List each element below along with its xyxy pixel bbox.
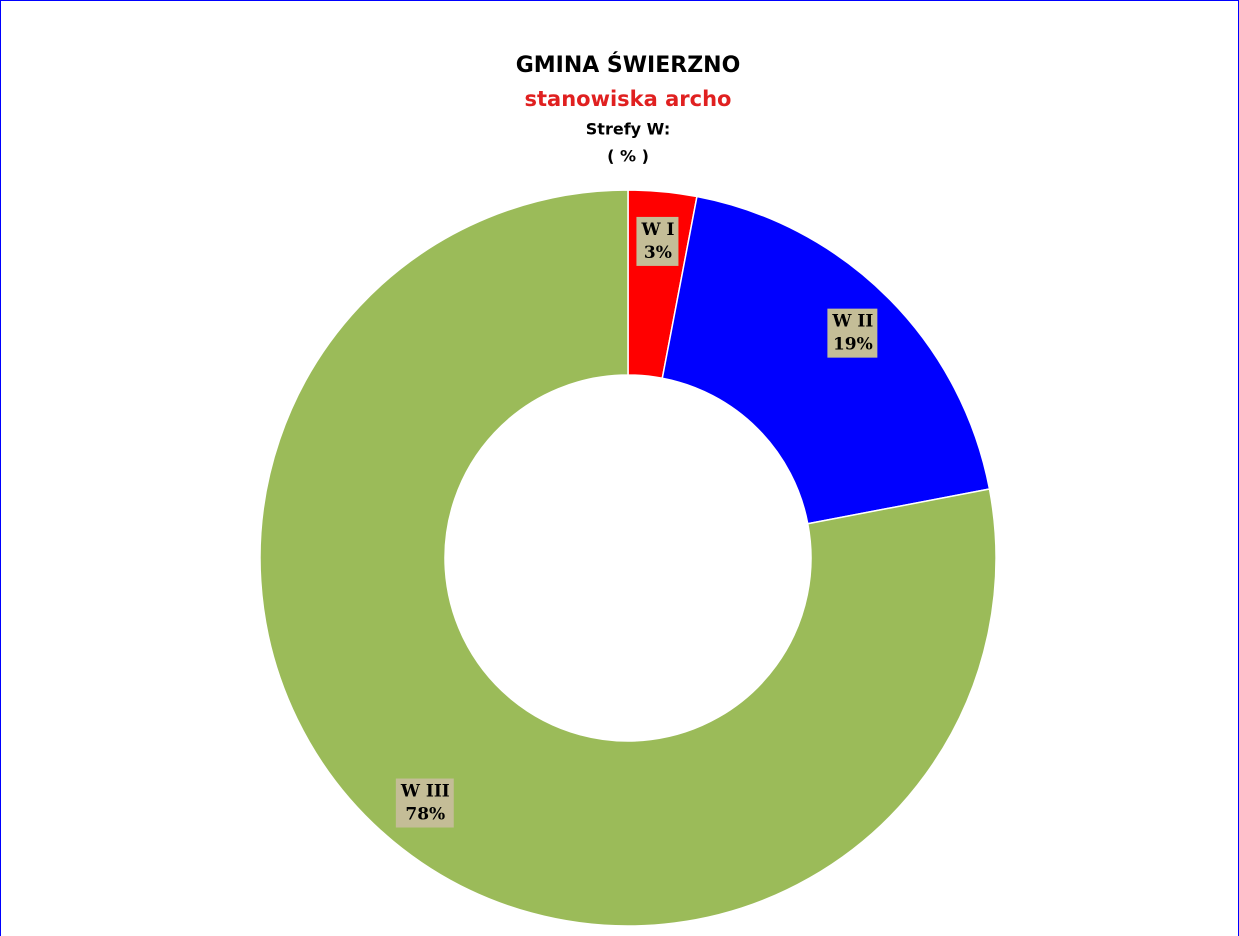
- data-label: W III 78%: [395, 778, 454, 828]
- category-label: W III: [400, 782, 450, 802]
- value-label: 3%: [644, 243, 672, 263]
- value-label: 19%: [833, 335, 873, 355]
- slice: [661, 195, 991, 525]
- label-box: [827, 308, 878, 358]
- annotation: Strefy W:: [586, 120, 670, 139]
- value-label: 78%: [405, 805, 445, 825]
- category-label: W II: [831, 312, 873, 332]
- label-box: [395, 778, 454, 828]
- chart-subtitle: stanowiska archo: [525, 87, 732, 111]
- chart-title: GMINA ŚWIERZNO: [516, 52, 741, 78]
- annotation: ( % ): [607, 147, 649, 166]
- category-label: W I: [640, 220, 674, 240]
- data-label: W II 19%: [827, 308, 878, 358]
- data-label: W I 3%: [636, 216, 679, 266]
- slice: [259, 189, 997, 927]
- label-box: [636, 216, 679, 266]
